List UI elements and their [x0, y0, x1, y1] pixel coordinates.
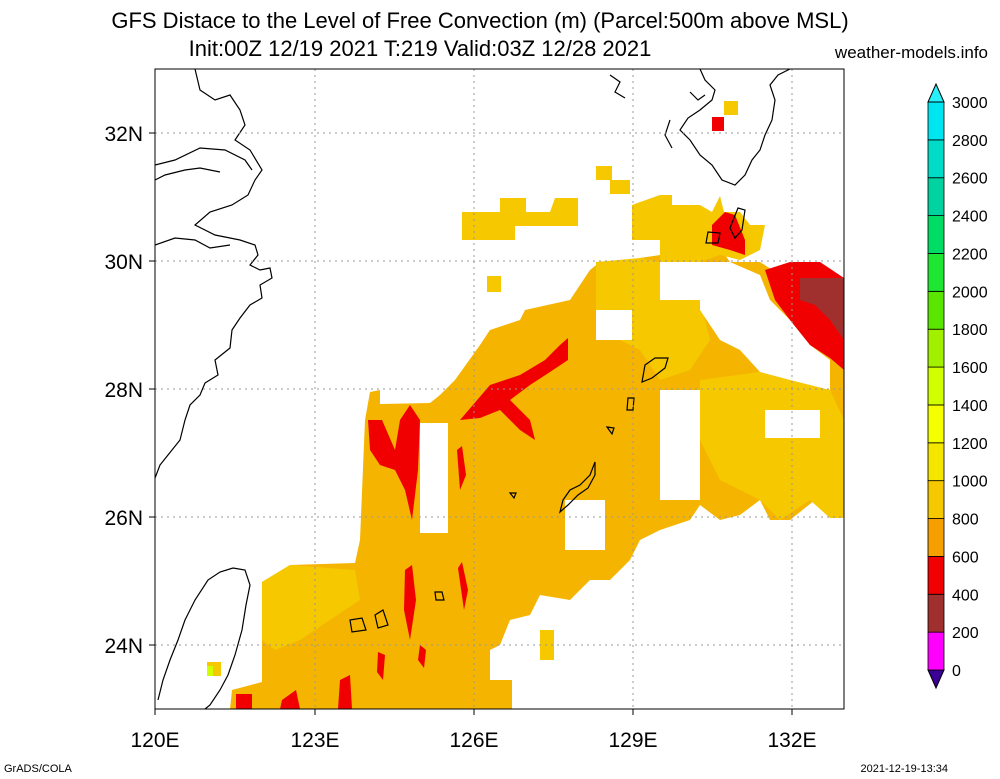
colorbar-label: 1800: [952, 322, 988, 339]
island-okinawa: [558, 461, 596, 514]
field-red-streak: [236, 694, 252, 709]
colorbar-underflow: [927, 669, 945, 690]
credit-text: weather-models.info: [834, 43, 988, 62]
lat-label: 26N: [104, 507, 143, 530]
field-red-streak: [338, 675, 352, 709]
colorbar-segment: [927, 442, 945, 482]
shaded-field: [207, 101, 844, 709]
field-yellow-patch: [596, 258, 710, 380]
colorbar-label: 2800: [952, 133, 988, 150]
footer-software: GrADS/COLA: [4, 763, 72, 775]
field-yellow-cell: [610, 180, 630, 194]
colorbar-segment: [927, 593, 945, 633]
colorbar-label: 800: [952, 512, 979, 529]
colorbar-segment: [927, 139, 945, 179]
coastlines: [155, 69, 791, 709]
lon-label: 126E: [449, 729, 498, 752]
island-yakushima: [705, 231, 721, 244]
colorbar-label: 200: [952, 625, 979, 642]
colorbar-label: 2000: [952, 284, 988, 301]
footer-timestamp: 2021-12-19-13:34: [860, 763, 948, 775]
field-red-streak: [457, 446, 466, 490]
colorbar-label: 0: [952, 663, 961, 680]
coastline-taiwan: [157, 567, 251, 709]
lon-label: 120E: [130, 729, 179, 752]
colorbar-label: 1200: [952, 436, 988, 453]
colorbar-segment: [927, 518, 945, 557]
field-red-patch: [800, 278, 844, 340]
colorbar-segment: [927, 556, 945, 595]
axis-ticks: [149, 132, 793, 715]
field-red-patch: [460, 338, 568, 440]
colorbar-label: 600: [952, 549, 979, 566]
island-ishigaki: [349, 609, 389, 633]
coastline-yangtze: [155, 147, 253, 249]
colorbar-segment: [927, 215, 945, 254]
island-miyako: [434, 591, 445, 601]
colorbar-segment: [927, 101, 945, 141]
field-yellow-patch: [262, 565, 360, 650]
colorbar-segment: [927, 404, 945, 444]
colorbar-label: 1400: [952, 398, 988, 415]
lat-label: 28N: [104, 379, 143, 402]
colorbar-label: 2600: [952, 171, 988, 188]
lon-label: 123E: [290, 729, 339, 752]
colorbar-segment: [927, 177, 945, 217]
field-gap: [660, 262, 700, 300]
island-small: [605, 426, 615, 436]
colorbar-segment: [927, 631, 945, 671]
colorbar-segment: [927, 480, 945, 519]
colorbar: 0 200 400 600 800 1000 1200 1400 1600 1800 2000 220…: [927, 82, 988, 690]
coastline-kyushu: [679, 69, 791, 186]
island-small: [626, 397, 635, 411]
grid-lines: [155, 69, 844, 709]
field-gap: [700, 262, 830, 390]
colorbar-label: 2400: [952, 209, 988, 226]
colorbar-segment: [927, 366, 945, 406]
colorbar-label: 1600: [952, 360, 988, 377]
field-red-streak: [377, 652, 385, 680]
field-yellow-northeast: [632, 195, 765, 262]
field-gap: [420, 423, 448, 533]
colorbar-segment: [927, 290, 945, 330]
field-yellow-patch: [700, 372, 844, 520]
island-small: [508, 492, 517, 500]
field-red-patch: [712, 212, 745, 255]
field-yellow-cell: [487, 276, 501, 292]
field-red-cell: [712, 117, 724, 131]
colorbar-label: 2200: [952, 246, 988, 263]
colorbar-segment: [927, 328, 945, 368]
lat-label: 32N: [104, 123, 143, 146]
field-red-patch: [368, 405, 420, 520]
colorbar-label: 1000: [952, 474, 988, 491]
colorbar-overflow: [927, 82, 945, 103]
field-red-streak: [418, 645, 426, 668]
colorbar-label: 3000: [952, 95, 988, 112]
field-yellow-north: [462, 198, 578, 240]
field-yellow-cell: [724, 101, 738, 115]
lon-label: 132E: [767, 729, 816, 752]
field-gap: [660, 390, 700, 500]
field-red-streak: [458, 562, 468, 610]
coastline-kyushu-west: [609, 74, 706, 149]
island-amami: [641, 357, 669, 383]
map-subtitle: Init:00Z 12/19 2021 T:219 Valid:03Z 12/2…: [188, 36, 652, 61]
field-red-streak: [404, 565, 416, 640]
field-yellow-cell: [596, 166, 612, 180]
lat-label: 30N: [104, 251, 143, 274]
field-gap: [596, 310, 632, 340]
colorbar-label: 400: [952, 587, 979, 604]
lat-label: 24N: [104, 635, 143, 658]
field-gap: [565, 500, 605, 550]
coastline-china: [155, 69, 273, 479]
map-title: GFS Distace to the Level of Free Convect…: [111, 8, 849, 33]
field-red-streak: [280, 690, 300, 709]
field-small-patch: [207, 666, 213, 676]
lon-label: 129E: [608, 729, 657, 752]
island-tanegashima: [729, 207, 746, 240]
colorbar-segment: [927, 253, 945, 292]
